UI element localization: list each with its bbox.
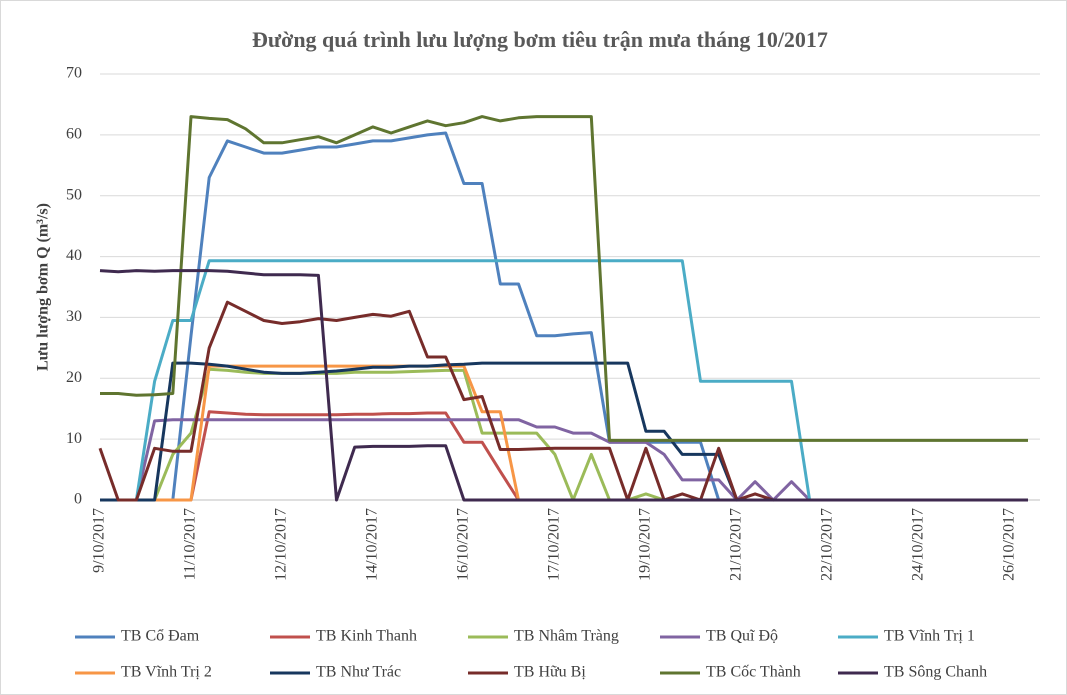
y-tick-label: 30 <box>66 308 82 325</box>
x-tick-label: 9/10/2017 <box>91 508 108 573</box>
y-tick-label: 60 <box>66 126 82 143</box>
y-tick-label: 20 <box>66 369 82 386</box>
series-line <box>99 269 1028 502</box>
y-tick-label: 10 <box>66 430 82 447</box>
y-tick-label: 70 <box>66 65 82 82</box>
x-tick-label: 14/10/2017 <box>364 508 381 581</box>
x-tick-label: 26/10/2017 <box>1000 508 1017 581</box>
x-tick-label: 11/10/2017 <box>182 508 199 580</box>
x-tick-label: 16/10/2017 <box>455 508 472 581</box>
legend-label: TB Vĩnh Trị 2 <box>121 664 212 681</box>
chart-title: Đường quá trình lưu lượng bơm tiêu trận … <box>252 27 828 52</box>
x-tick-label: 19/10/2017 <box>637 508 654 581</box>
y-tick-label: 50 <box>66 186 82 203</box>
x-tick-label: 24/10/2017 <box>909 508 926 581</box>
legend-label: TB Hữu Bị <box>514 664 586 681</box>
x-tick-label: 22/10/2017 <box>819 508 836 581</box>
x-tick-label: 17/10/2017 <box>546 508 563 581</box>
legend-label: TB Cốc Thành <box>706 664 801 681</box>
x-tick-label: 21/10/2017 <box>728 508 745 581</box>
x-tick-label: 12/10/2017 <box>273 508 290 581</box>
y-tick-label: 40 <box>66 247 82 264</box>
legend-label: TB Vĩnh Trị 1 <box>884 628 975 645</box>
legend-label: TB Sông Chanh <box>884 664 987 681</box>
legend-label: TB Kinh Thanh <box>316 628 417 645</box>
legend-label: TB Nhâm Tràng <box>514 628 619 645</box>
legend-label: TB Cổ Đam <box>121 628 200 645</box>
y-axis-label: Lưu lượng bơm Q (m³/s) <box>35 203 52 371</box>
series-line <box>100 115 1028 442</box>
y-tick-label: 0 <box>74 491 82 508</box>
legend-label: TB Như Trác <box>316 664 401 681</box>
legend-label: TB Quĩ Độ <box>706 628 778 645</box>
